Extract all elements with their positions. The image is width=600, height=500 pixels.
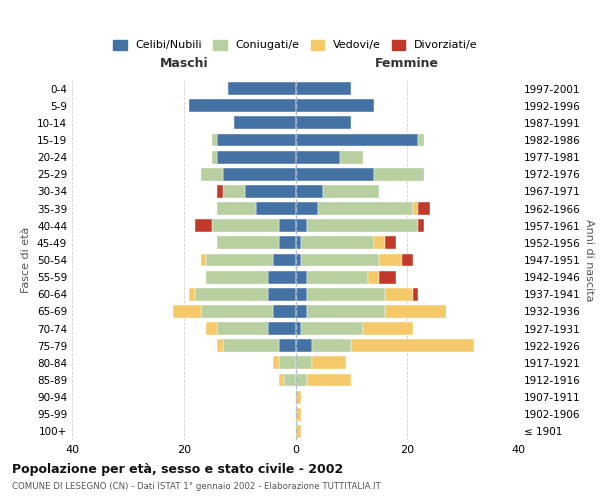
Bar — [217, 340, 223, 352]
Bar — [296, 168, 374, 180]
Text: Maschi: Maschi — [160, 56, 208, 70]
Bar — [379, 270, 396, 283]
Bar — [385, 288, 413, 300]
Bar — [190, 100, 296, 112]
Bar — [245, 185, 296, 198]
Bar — [279, 220, 296, 232]
Y-axis label: Anni di nascita: Anni di nascita — [584, 219, 595, 301]
Bar — [418, 202, 430, 215]
Bar — [413, 202, 418, 215]
Bar — [268, 322, 296, 335]
Bar — [223, 340, 279, 352]
Bar — [312, 356, 346, 370]
Legend: Celibi/Nubili, Coniugati/e, Vedovi/e, Divorziati/e: Celibi/Nubili, Coniugati/e, Vedovi/e, Di… — [109, 35, 482, 55]
Bar — [217, 134, 296, 146]
Bar — [301, 236, 374, 250]
Bar — [273, 254, 296, 266]
Bar — [206, 254, 273, 266]
Bar — [268, 270, 296, 283]
Bar — [296, 202, 318, 215]
Bar — [279, 236, 296, 250]
Bar — [223, 168, 296, 180]
Bar — [374, 168, 424, 180]
Bar — [217, 150, 296, 164]
Bar — [379, 254, 401, 266]
Bar — [296, 220, 307, 232]
Bar — [212, 220, 279, 232]
Bar — [296, 425, 301, 438]
Bar — [256, 202, 296, 215]
Bar — [368, 270, 379, 283]
Bar — [401, 254, 413, 266]
Bar — [217, 185, 223, 198]
Bar — [195, 220, 212, 232]
Bar — [234, 116, 296, 130]
Bar — [385, 236, 396, 250]
Bar — [296, 270, 307, 283]
Bar — [301, 254, 379, 266]
Text: Femmine: Femmine — [375, 56, 439, 70]
Bar — [296, 100, 374, 112]
Bar — [200, 254, 206, 266]
Bar — [307, 270, 368, 283]
Bar — [273, 356, 279, 370]
Y-axis label: Fasce di età: Fasce di età — [22, 227, 31, 293]
Bar — [301, 322, 362, 335]
Bar — [296, 185, 323, 198]
Bar — [296, 374, 307, 386]
Bar — [296, 150, 340, 164]
Bar — [296, 356, 312, 370]
Bar — [273, 305, 296, 318]
Bar — [190, 288, 195, 300]
Bar — [206, 322, 217, 335]
Bar — [223, 185, 245, 198]
Bar — [206, 270, 268, 283]
Bar — [200, 168, 223, 180]
Bar — [307, 305, 385, 318]
Bar — [212, 134, 217, 146]
Bar — [318, 202, 413, 215]
Bar — [268, 288, 296, 300]
Bar — [217, 322, 268, 335]
Bar — [217, 202, 256, 215]
Bar — [173, 305, 200, 318]
Bar — [385, 305, 446, 318]
Bar — [296, 340, 312, 352]
Bar — [229, 82, 296, 95]
Bar — [296, 305, 307, 318]
Bar — [296, 82, 352, 95]
Bar — [195, 288, 268, 300]
Bar — [217, 236, 279, 250]
Bar — [362, 322, 413, 335]
Bar — [296, 322, 301, 335]
Bar — [296, 408, 301, 420]
Bar — [296, 236, 301, 250]
Bar — [307, 374, 352, 386]
Bar — [374, 236, 385, 250]
Bar — [307, 220, 418, 232]
Bar — [352, 340, 475, 352]
Bar — [418, 220, 424, 232]
Bar — [200, 305, 273, 318]
Bar — [418, 134, 424, 146]
Bar — [279, 356, 296, 370]
Bar — [296, 254, 301, 266]
Bar — [279, 374, 284, 386]
Bar — [296, 390, 301, 404]
Text: COMUNE DI LESEGNO (CN) - Dati ISTAT 1° gennaio 2002 - Elaborazione TUTTITALIA.IT: COMUNE DI LESEGNO (CN) - Dati ISTAT 1° g… — [12, 482, 381, 491]
Text: Popolazione per età, sesso e stato civile - 2002: Popolazione per età, sesso e stato civil… — [12, 462, 343, 475]
Bar — [279, 340, 296, 352]
Bar — [296, 134, 418, 146]
Bar — [296, 116, 352, 130]
Bar — [296, 288, 307, 300]
Bar — [323, 185, 379, 198]
Bar — [312, 340, 352, 352]
Bar — [284, 374, 296, 386]
Bar — [307, 288, 385, 300]
Bar — [212, 150, 217, 164]
Bar — [340, 150, 362, 164]
Bar — [413, 288, 418, 300]
